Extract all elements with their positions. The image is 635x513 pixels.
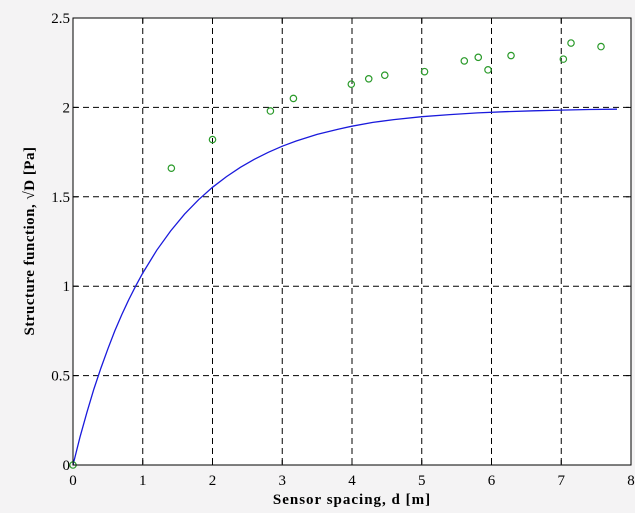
data-point <box>380 71 389 80</box>
data-point <box>208 135 217 144</box>
data-point <box>597 42 605 51</box>
data-point <box>347 80 356 88</box>
data-point <box>364 74 373 83</box>
y-tick-label: 0.5 <box>51 369 70 385</box>
y-tick-label: 2.5 <box>51 11 70 27</box>
y-tick-label: 1.5 <box>51 190 70 206</box>
x-tick-label: 1 <box>139 473 147 489</box>
data-point <box>567 39 575 47</box>
data-point <box>507 51 515 60</box>
fit-curve-line <box>72 108 618 466</box>
data-point <box>289 94 298 103</box>
y-axis-ticks: 0 0.5 1 1.5 2 2.5 <box>51 11 631 474</box>
x-tick-label: 4 <box>348 473 356 489</box>
y-axis-label: Structure function, √D [Pa] <box>22 147 38 336</box>
x-tick-label: 7 <box>558 473 566 489</box>
data-point <box>266 107 275 115</box>
data-point <box>474 53 483 62</box>
x-axis-ticks: 0 1 2 3 4 5 6 7 8 <box>69 18 635 489</box>
x-tick-label: 8 <box>627 473 635 489</box>
data-points-group <box>69 39 605 469</box>
y-tick-label: 0 <box>63 458 71 474</box>
data-point <box>559 55 568 63</box>
data-point <box>167 164 176 172</box>
data-point <box>484 66 492 74</box>
y-tick-label: 1 <box>63 279 71 295</box>
x-axis-label: Sensor spacing, d [m] <box>273 492 431 508</box>
x-tick-label: 2 <box>209 473 217 489</box>
x-tick-label: 6 <box>488 473 496 489</box>
x-tick-label: 3 <box>279 473 287 489</box>
data-point <box>420 67 429 76</box>
x-tick-label: 0 <box>69 473 77 489</box>
fit-curve-group <box>72 108 618 466</box>
y-tick-label: 2 <box>63 100 71 116</box>
data-point <box>460 57 469 65</box>
grid-lines <box>73 18 631 465</box>
x-tick-label: 5 <box>418 473 426 489</box>
